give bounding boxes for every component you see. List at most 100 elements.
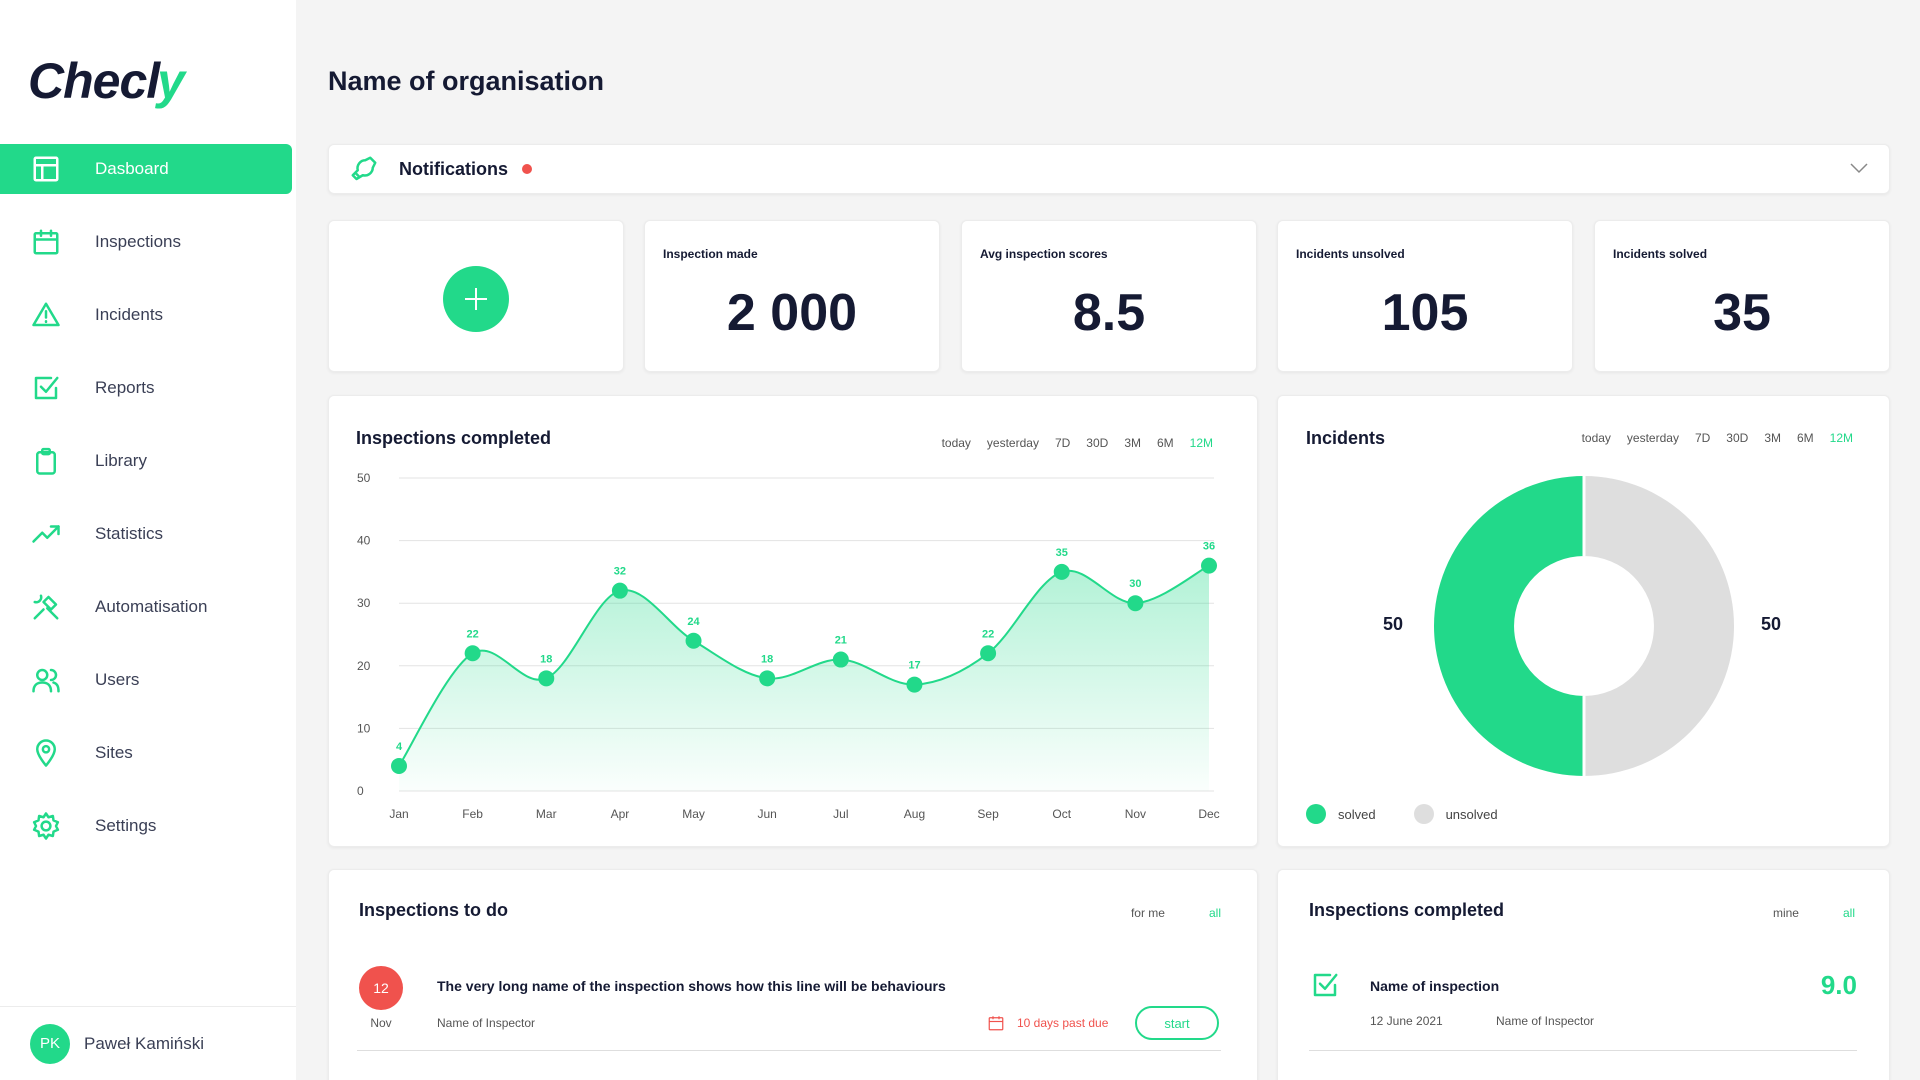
filter-today[interactable]: today	[1581, 431, 1611, 445]
legend-item-unsolved[interactable]: unsolved	[1413, 804, 1498, 824]
data-label: 18	[761, 653, 773, 665]
x-tick-label: Aug	[904, 807, 925, 821]
sidebar-item-label: Users	[95, 670, 140, 689]
stat-card-incidents-unsolved: Incidents unsolved 105	[1277, 220, 1573, 372]
tab-for-me[interactable]: for me	[1130, 906, 1165, 920]
x-tick-label: Apr	[611, 807, 630, 821]
sidebar: Checly Dasboard Inspections Incidents Re…	[0, 0, 296, 1080]
y-tick-label: 0	[357, 784, 364, 798]
legend-swatch	[1306, 804, 1326, 824]
data-point[interactable]	[1053, 563, 1070, 580]
pie-slice-solved[interactable]	[1434, 476, 1584, 776]
x-tick-label: Oct	[1052, 807, 1071, 821]
filter-30d[interactable]: 30D	[1086, 436, 1109, 450]
stat-value: 35	[1713, 284, 1771, 342]
data-point[interactable]	[391, 757, 407, 774]
inspections-completed-card: Inspections completed mine all Name of i…	[1277, 869, 1890, 1080]
data-point[interactable]	[980, 645, 997, 662]
tab-all[interactable]: all	[1842, 906, 1855, 920]
data-point[interactable]	[1201, 557, 1217, 574]
calendar-icon	[988, 1016, 1004, 1031]
checkbox-icon	[30, 372, 62, 404]
chevron-down-icon[interactable]	[1849, 161, 1869, 175]
layout-icon	[30, 153, 62, 185]
filter-7d[interactable]: 7D	[1054, 436, 1071, 450]
sidebar-item-statistics[interactable]: Statistics	[0, 509, 292, 559]
pie-slice-unsolved[interactable]	[1584, 476, 1734, 776]
data-label: 22	[982, 628, 994, 640]
warning-icon	[30, 299, 62, 331]
data-point[interactable]	[464, 645, 481, 662]
user-profile[interactable]: PK Paweł Kamiński	[0, 1006, 296, 1080]
data-point[interactable]	[832, 651, 849, 668]
inspection-name[interactable]: The very long name of the inspection sho…	[437, 978, 946, 994]
add-button[interactable]	[443, 266, 509, 332]
filter-yesterday[interactable]: yesterday	[1626, 431, 1679, 445]
tab-mine[interactable]: mine	[1772, 906, 1799, 920]
sidebar-item-sites[interactable]: Sites	[0, 728, 292, 778]
filter-12m[interactable]: 12M	[1189, 436, 1213, 450]
x-tick-label: Sep	[977, 807, 999, 821]
filter-today[interactable]: today	[941, 436, 971, 450]
sidebar-item-label: Settings	[95, 816, 157, 835]
donut-chart	[1434, 476, 1734, 776]
filter-6m[interactable]: 6M	[1796, 431, 1814, 445]
x-tick-label: Nov	[1125, 807, 1146, 821]
data-label: 17	[908, 660, 920, 672]
data-point[interactable]	[1127, 595, 1144, 612]
notification-badge	[522, 164, 533, 174]
line-chart: 0 10 20 30 40 50 4 Jan 22 Feb 18 Mar 32 Apr 24 May 18 Jun…	[357, 471, 1220, 821]
sidebar-item-label: Library	[95, 451, 147, 470]
data-point[interactable]	[538, 670, 555, 687]
data-label: 36	[1203, 541, 1215, 553]
x-tick-label: Mar	[536, 807, 557, 821]
sidebar-item-automatisation[interactable]: Automatisation	[0, 582, 292, 632]
filter-yesterday[interactable]: yesterday	[986, 436, 1039, 450]
sidebar-item-incidents[interactable]: Incidents	[0, 290, 292, 340]
data-point[interactable]	[685, 632, 702, 649]
x-tick-label: Jun	[758, 807, 777, 821]
logo-accent: y	[157, 53, 185, 109]
tab-all[interactable]: all	[1208, 906, 1221, 920]
sidebar-item-label: Sites	[95, 743, 133, 762]
data-label: 21	[835, 635, 847, 647]
filter-12m[interactable]: 12M	[1829, 431, 1853, 445]
notifications-bar[interactable]: Notifications	[328, 144, 1890, 194]
avatar: PK	[30, 1023, 70, 1064]
time-filter: today yesterday 7D 30D 3M 6M 12M	[942, 436, 1213, 450]
filter-6m[interactable]: 6M	[1156, 436, 1174, 450]
sidebar-item-dashboard[interactable]: Dasboard	[0, 144, 292, 194]
legend-item-solved[interactable]: solved	[1306, 804, 1376, 824]
unsolved-value: 50	[1761, 614, 1782, 634]
filter-3m[interactable]: 3M	[1764, 431, 1781, 445]
inspector-name: Name of Inspector	[1496, 1014, 1595, 1028]
sidebar-nav: Dasboard Inspections Incidents Reports L…	[0, 144, 292, 874]
filter-3m[interactable]: 3M	[1124, 436, 1141, 450]
data-point[interactable]	[906, 676, 923, 693]
sidebar-item-library[interactable]: Library	[0, 436, 292, 486]
inspection-name[interactable]: Name of inspection	[1370, 978, 1500, 994]
filter-30d[interactable]: 30D	[1726, 431, 1749, 445]
filter-7d[interactable]: 7D	[1694, 431, 1711, 445]
legend-swatch	[1413, 804, 1434, 824]
data-point[interactable]	[611, 582, 628, 599]
sidebar-item-reports[interactable]: Reports	[0, 363, 292, 413]
data-label: 4	[396, 741, 403, 753]
start-button[interactable]: start	[1135, 1006, 1219, 1040]
stat-card-inspections-made: Inspection made 2 000	[644, 220, 940, 372]
data-label: 35	[1056, 547, 1068, 559]
sidebar-item-label: Inspections	[95, 232, 181, 251]
data-point[interactable]	[759, 670, 776, 687]
data-label: 22	[467, 628, 479, 640]
stat-value: 8.5	[1072, 284, 1146, 342]
bell-icon	[351, 156, 377, 181]
x-tick-label: Dec	[1198, 807, 1219, 821]
tools-icon	[30, 591, 62, 623]
sidebar-item-settings[interactable]: Settings	[0, 801, 292, 851]
y-tick-label: 50	[357, 471, 371, 485]
chart-title: Incidents	[1306, 428, 1386, 448]
sidebar-item-inspections[interactable]: Inspections	[0, 217, 292, 267]
checly-logo[interactable]: Checly	[28, 52, 185, 110]
sidebar-item-users[interactable]: Users	[0, 655, 292, 705]
stat-label: Avg inspection scores	[980, 247, 1108, 261]
